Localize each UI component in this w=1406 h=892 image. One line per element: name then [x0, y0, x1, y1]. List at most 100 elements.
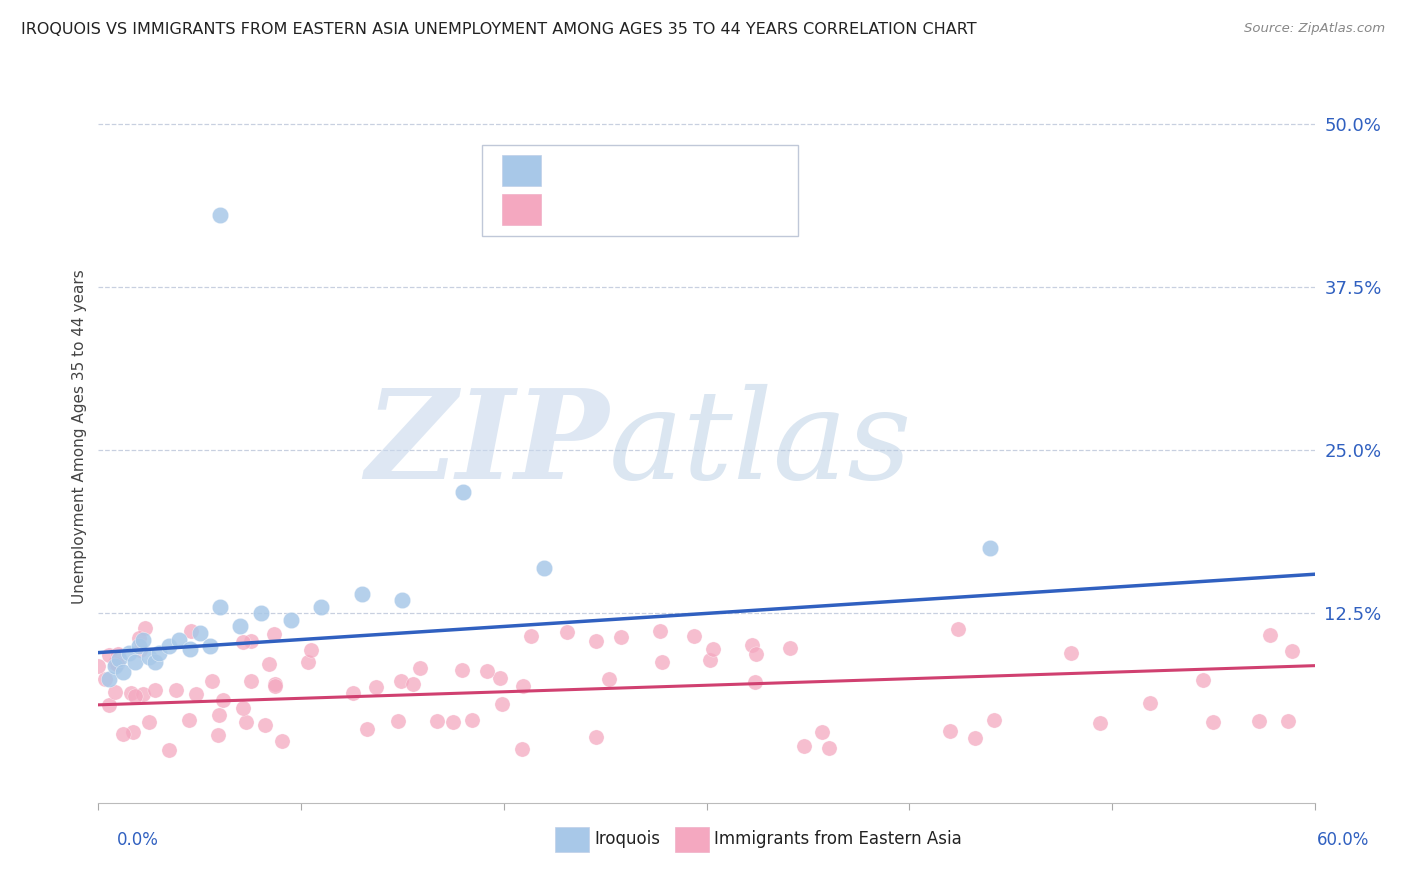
- Y-axis label: Unemployment Among Ages 35 to 44 years: Unemployment Among Ages 35 to 44 years: [72, 269, 87, 605]
- Point: [350, 587, 373, 601]
- Point: [939, 723, 962, 738]
- Text: 60.0%: 60.0%: [1316, 831, 1369, 849]
- Point: [124, 655, 146, 669]
- Point: [451, 663, 474, 677]
- Point: [122, 724, 145, 739]
- Point: [157, 639, 180, 653]
- Point: [198, 639, 221, 653]
- Point: [179, 713, 201, 727]
- Point: [741, 638, 763, 652]
- Point: [402, 677, 425, 691]
- Point: [1277, 714, 1299, 729]
- Text: 0.130: 0.130: [593, 161, 651, 179]
- Point: [585, 731, 607, 745]
- Text: R =: R =: [554, 161, 593, 179]
- Point: [263, 677, 285, 691]
- Point: [93, 672, 115, 686]
- Point: [124, 690, 146, 704]
- Point: [118, 646, 141, 660]
- Text: N =: N =: [652, 200, 692, 218]
- Point: [779, 641, 801, 656]
- Point: [1191, 673, 1213, 688]
- Point: [239, 673, 262, 688]
- Text: 0.0%: 0.0%: [117, 831, 159, 849]
- Text: Iroquois: Iroquois: [595, 830, 661, 848]
- Point: [132, 687, 155, 701]
- Point: [744, 675, 766, 690]
- Point: [453, 485, 475, 500]
- Point: [148, 646, 170, 660]
- Text: N =: N =: [652, 161, 692, 179]
- Point: [510, 741, 533, 756]
- Point: [609, 630, 631, 644]
- Point: [128, 631, 150, 645]
- Point: [280, 613, 302, 627]
- Point: [249, 607, 271, 621]
- Point: [87, 658, 110, 673]
- Point: [356, 722, 378, 736]
- Point: [311, 599, 333, 614]
- Point: [683, 630, 706, 644]
- Point: [112, 727, 135, 741]
- Point: [128, 643, 150, 657]
- Point: [1281, 644, 1303, 658]
- Point: [408, 661, 430, 675]
- Point: [1258, 628, 1281, 642]
- Point: [512, 679, 534, 693]
- Point: [128, 639, 150, 653]
- Point: [107, 652, 129, 666]
- Point: [391, 593, 413, 607]
- Point: [111, 665, 134, 680]
- Point: [585, 634, 607, 648]
- Point: [134, 621, 156, 635]
- Point: [209, 208, 232, 222]
- Point: [169, 632, 191, 647]
- Point: [441, 715, 464, 730]
- Point: [1060, 646, 1083, 660]
- FancyBboxPatch shape: [502, 155, 541, 186]
- Point: [519, 629, 541, 643]
- Point: [208, 708, 231, 723]
- Point: [143, 655, 166, 669]
- Point: [212, 693, 235, 707]
- Point: [97, 672, 120, 686]
- Point: [201, 673, 224, 688]
- Point: [965, 731, 987, 746]
- Point: [983, 714, 1005, 728]
- Text: IROQUOIS VS IMMIGRANTS FROM EASTERN ASIA UNEMPLOYMENT AMONG AGES 35 TO 44 YEARS : IROQUOIS VS IMMIGRANTS FROM EASTERN ASIA…: [21, 22, 977, 37]
- Point: [651, 655, 673, 669]
- Text: ZIP: ZIP: [366, 384, 609, 505]
- Point: [180, 624, 202, 639]
- Point: [1247, 714, 1270, 728]
- Point: [387, 714, 409, 728]
- Text: Immigrants from Eastern Asia: Immigrants from Eastern Asia: [714, 830, 962, 848]
- Point: [555, 624, 578, 639]
- Point: [104, 685, 127, 699]
- Point: [97, 648, 120, 663]
- Point: [699, 653, 721, 667]
- Point: [232, 635, 254, 649]
- Point: [232, 701, 254, 715]
- Text: 0.229: 0.229: [593, 200, 651, 218]
- Point: [254, 718, 277, 732]
- Point: [461, 713, 484, 727]
- Point: [979, 541, 1001, 555]
- Point: [1202, 714, 1225, 729]
- Point: [138, 649, 160, 664]
- Point: [107, 657, 129, 672]
- Point: [104, 657, 127, 671]
- Point: [793, 739, 815, 753]
- Text: Source: ZipAtlas.com: Source: ZipAtlas.com: [1244, 22, 1385, 36]
- Point: [299, 642, 322, 657]
- Point: [342, 686, 364, 700]
- Point: [475, 664, 498, 678]
- Point: [132, 632, 155, 647]
- Point: [107, 648, 129, 662]
- Point: [264, 679, 287, 693]
- Point: [491, 697, 513, 711]
- Point: [165, 683, 187, 698]
- FancyBboxPatch shape: [502, 194, 541, 225]
- Point: [598, 672, 620, 686]
- Point: [229, 619, 252, 633]
- Text: R = 0.130: R = 0.130: [554, 161, 644, 179]
